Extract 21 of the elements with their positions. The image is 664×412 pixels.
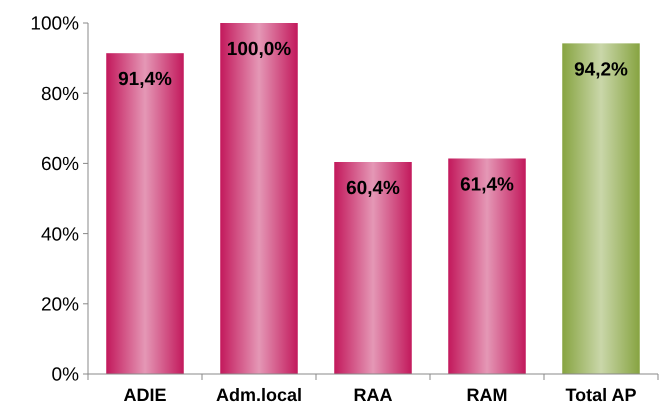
bar — [220, 23, 298, 374]
bar — [334, 162, 412, 374]
y-tick-label: 20% — [40, 294, 80, 316]
x-tick-label: Total AP — [566, 385, 636, 405]
y-tick-label: 60% — [40, 154, 80, 176]
x-tick-label: RAM — [466, 385, 508, 405]
y-tick-label: 80% — [40, 84, 80, 105]
bar — [562, 43, 640, 374]
data-label: 91,4% — [118, 69, 172, 90]
data-label: 61,4% — [460, 174, 514, 196]
y-tick-label: 0% — [52, 364, 80, 386]
y-tick-label: 100% — [30, 14, 80, 35]
x-tick-label: RAA — [354, 385, 392, 405]
bar — [106, 53, 184, 374]
x-tick-label: ADIE — [123, 385, 167, 405]
y-tick-label: 40% — [40, 224, 80, 246]
data-label: 100,0% — [226, 39, 292, 60]
data-label: 94,2% — [574, 59, 628, 80]
data-label: 60,4% — [346, 178, 400, 199]
bar — [448, 158, 526, 374]
x-tick-label: Adm.local — [216, 385, 302, 405]
